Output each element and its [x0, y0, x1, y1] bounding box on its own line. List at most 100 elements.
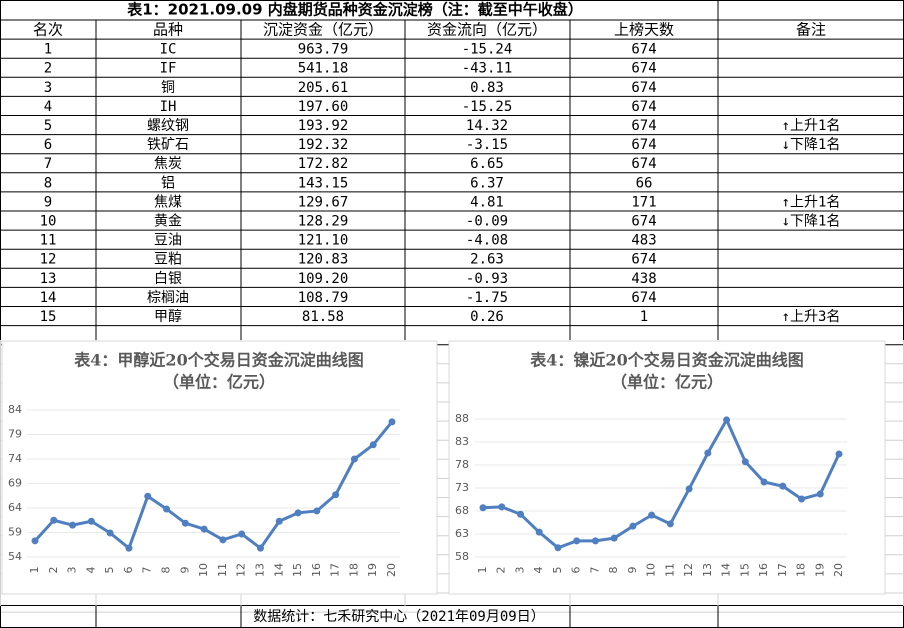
data-point — [573, 537, 581, 545]
footer: 数据统计：七禾研究中心（2021年09月09日） — [253, 609, 544, 625]
x-tick-label: 2 — [495, 567, 508, 574]
column-header: 备注 — [796, 21, 826, 39]
table-cell: 674 — [631, 80, 656, 96]
table-cell: 4.81 — [470, 194, 504, 210]
x-tick-label: 7 — [588, 567, 601, 574]
table-cell: 5 — [44, 118, 52, 134]
table-cell: 128.29 — [298, 213, 349, 229]
x-tick-label: 16 — [310, 563, 323, 577]
table-cell: 豆油 — [154, 233, 182, 249]
y-tick-label: 69 — [8, 477, 22, 490]
x-tick-label: 18 — [347, 563, 360, 577]
data-point — [629, 522, 637, 530]
data-point — [294, 509, 302, 517]
table-cell: 铜 — [161, 80, 175, 96]
table-cell: 171 — [631, 194, 656, 210]
data-point — [31, 537, 39, 545]
table-cell: 1 — [44, 42, 52, 58]
data-point — [554, 544, 562, 552]
table-cell: IH — [160, 99, 177, 115]
table-cell: -4.08 — [466, 233, 508, 249]
x-tick-label: 9 — [178, 567, 191, 574]
data-point — [798, 495, 806, 503]
x-tick-label: 16 — [757, 563, 770, 577]
x-tick-label: 20 — [385, 563, 398, 577]
table-cell: 963.79 — [298, 42, 349, 58]
table-cell: 12 — [40, 252, 57, 268]
table-cell: 121.10 — [298, 233, 349, 249]
x-tick-label: 8 — [607, 567, 620, 574]
table-cell: 197.60 — [298, 99, 349, 115]
data-point — [275, 517, 283, 525]
table-cell: 674 — [631, 137, 656, 153]
table-cell: 焦炭 — [154, 156, 182, 172]
data-point — [219, 536, 227, 544]
table-cell: 白银 — [154, 271, 182, 287]
table-cell: 8 — [44, 175, 52, 191]
x-tick-label: 20 — [832, 563, 845, 577]
table-cell: 棕榈油 — [147, 290, 189, 306]
table-cell: 1 — [640, 309, 648, 325]
x-tick-label: 17 — [776, 563, 789, 577]
data-point — [332, 491, 340, 499]
x-tick-label: 7 — [141, 567, 154, 574]
x-tick-label: 4 — [532, 567, 545, 574]
table-cell: 10 — [40, 213, 57, 229]
x-tick-label: 13 — [253, 563, 266, 577]
table-cell: 674 — [631, 42, 656, 58]
table-cell: 15 — [40, 309, 57, 325]
table-cell: ↑上升1名 — [782, 118, 841, 134]
data-point — [69, 521, 77, 529]
column-header: 品种 — [153, 21, 183, 39]
data-point — [388, 418, 396, 426]
data-point — [50, 516, 58, 524]
table-cell: 铝 — [161, 175, 175, 191]
table-cell: 6.37 — [470, 175, 504, 191]
column-header: 沉淀资金（亿元） — [263, 21, 383, 39]
x-tick-label: 3 — [513, 567, 526, 574]
data-point — [87, 517, 95, 525]
data-point — [535, 528, 543, 536]
data-point — [238, 530, 246, 538]
table-cell: 2 — [44, 61, 52, 77]
table-cell: 483 — [631, 233, 656, 249]
table-cell: 豆粕 — [154, 252, 182, 268]
chart-subtitle: （单位：亿元） — [611, 373, 723, 392]
x-tick-label: 8 — [160, 567, 173, 574]
data-point — [350, 455, 358, 463]
table-cell: 129.67 — [298, 194, 349, 210]
table-cell: 螺纹钢 — [147, 118, 189, 134]
table-cell: 66 — [636, 175, 653, 191]
x-tick-label: 12 — [682, 563, 695, 577]
table-cell: 0.83 — [470, 80, 504, 96]
data-point — [760, 478, 768, 486]
table-cell: 205.61 — [298, 80, 349, 96]
table-cell: 11 — [40, 233, 57, 249]
x-tick-label: 9 — [626, 567, 639, 574]
table-cell: 674 — [631, 118, 656, 134]
table-cell: 铁矿石 — [147, 137, 189, 153]
data-point — [256, 544, 264, 552]
chart-subtitle: （单位：亿元） — [163, 373, 275, 392]
x-tick-label: 14 — [272, 563, 285, 577]
y-tick-label: 73 — [455, 481, 469, 494]
x-tick-label: 15 — [738, 563, 751, 577]
table-cell: 14 — [40, 290, 57, 306]
table-cell: 674 — [631, 213, 656, 229]
data-point — [181, 519, 189, 527]
table-cell: 120.83 — [298, 252, 349, 268]
table-cell: 3 — [44, 80, 52, 96]
table-cell: 674 — [631, 61, 656, 77]
data-point — [779, 482, 787, 490]
x-tick-label: 1 — [28, 567, 41, 574]
x-tick-label: 10 — [645, 563, 658, 577]
y-tick-label: 59 — [8, 526, 22, 539]
chart-title: 表4：镍近20个交易日资金沉淀曲线图 — [529, 351, 803, 370]
data-point — [369, 441, 377, 449]
table-cell: 192.32 — [298, 137, 349, 153]
table-cell: -3.15 — [466, 137, 508, 153]
y-tick-label: 64 — [8, 501, 22, 514]
table-cell: ↓下降1名 — [782, 137, 841, 153]
table-cell: 438 — [631, 271, 656, 287]
